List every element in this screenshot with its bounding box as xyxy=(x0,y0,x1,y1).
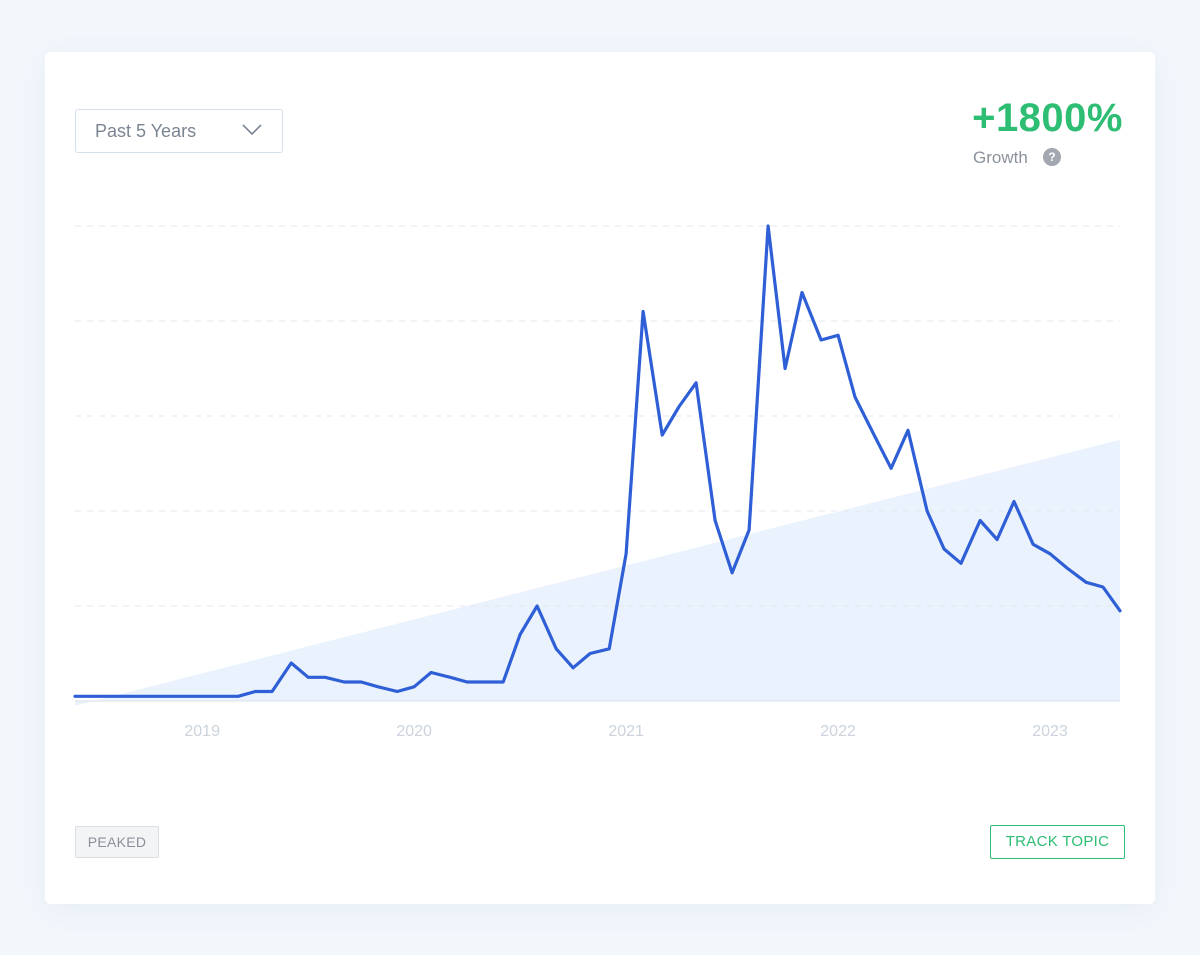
trend-chart: 2019 2020 2021 2022 2023 xyxy=(73,224,1122,740)
track-topic-button[interactable]: TRACK TOPIC xyxy=(990,825,1125,859)
growth-summary: +1800% Growth ? xyxy=(923,96,1123,176)
status-badge: PEAKED xyxy=(75,826,159,858)
question-circle-icon[interactable]: ? xyxy=(1043,148,1061,166)
x-tick-label: 2019 xyxy=(184,723,220,740)
x-tick-label: 2021 xyxy=(608,723,644,740)
growth-value: +1800% xyxy=(972,96,1123,140)
trend-card: Past 5 Years +1800% Growth ? 2019 2020 202… xyxy=(45,52,1155,904)
growth-label: Growth xyxy=(973,148,1028,167)
timeframe-select[interactable]: Past 5 Years xyxy=(75,109,283,153)
x-tick-label: 2020 xyxy=(396,723,432,740)
chevron-down-icon xyxy=(242,124,262,136)
series-line xyxy=(73,224,1122,698)
x-tick-label: 2023 xyxy=(1032,723,1068,740)
trend-area xyxy=(75,439,1120,706)
timeframe-select-value: Past 5 Years xyxy=(95,120,197,141)
x-tick-label: 2022 xyxy=(820,723,856,740)
